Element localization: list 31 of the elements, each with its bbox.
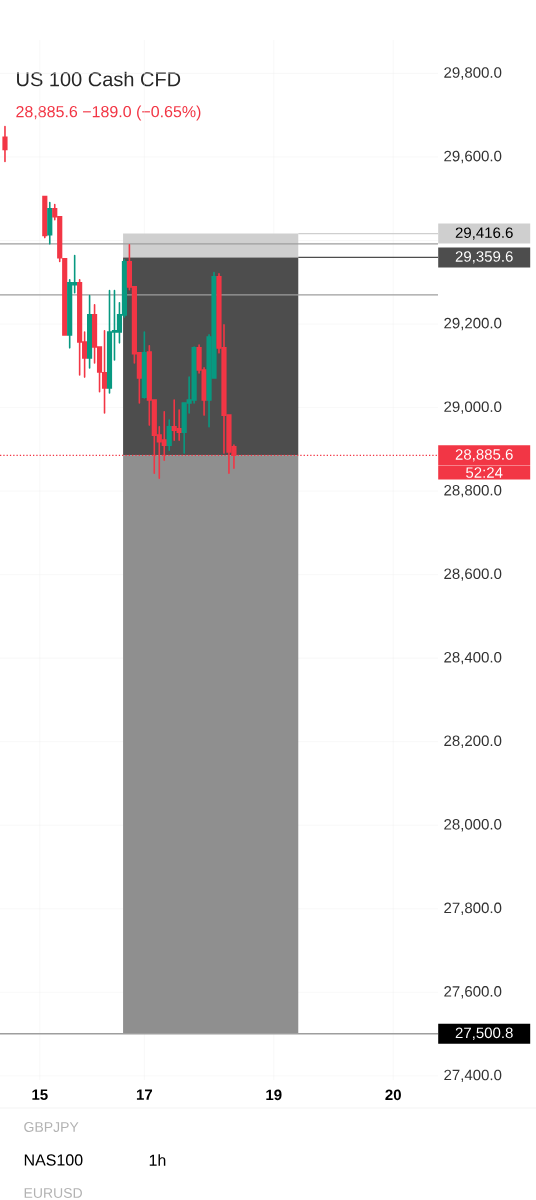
text: EURUSD	[24, 1188, 82, 1198]
text: NAS100	[24, 1154, 83, 1166]
y-tick-label: 29,000.0	[444, 401, 502, 414]
x-tick-label: 15	[32, 1089, 48, 1101]
ref-line-label: 27,500.8	[455, 1027, 513, 1040]
candlestick	[47, 201, 53, 245]
y-tick-label: 28,000.0	[444, 819, 502, 832]
candlestick	[101, 329, 108, 414]
x-tick-label: 17	[136, 1089, 153, 1100]
y-tick-label: 27,600.0	[444, 986, 502, 999]
x-tick-label: 20	[385, 1089, 401, 1101]
band-label: 29,416.6	[455, 227, 513, 240]
band-label: 29,359.6	[455, 251, 513, 264]
y-tick-label: 28,200.0	[444, 735, 502, 748]
text: US 100 Cash CFD	[17, 71, 181, 87]
y-tick-label: 28,400.0	[444, 651, 502, 665]
text: 1h	[149, 1154, 166, 1166]
y-tick-label: 27,800.0	[444, 902, 502, 915]
text: 52:24	[466, 467, 503, 478]
candlestick	[2, 125, 8, 163]
y-tick-label: 28,600.0	[444, 568, 502, 581]
candlestick	[166, 419, 172, 451]
y-tick-label: 28,800.0	[444, 484, 502, 498]
text: GBPJPY	[24, 1122, 79, 1132]
text: 28,885.6 −189.0 (−0.65%)	[16, 105, 201, 121]
y-tick-label: 29,600.0	[444, 150, 502, 164]
ref-line-label: 28,885.6	[455, 449, 513, 462]
x-tick-label: 19	[266, 1089, 282, 1101]
y-tick-label: 29,800.0	[444, 67, 502, 80]
y-tick-label: 29,200.0	[444, 317, 502, 331]
y-tick-label: 27,400.0	[444, 1069, 502, 1083]
